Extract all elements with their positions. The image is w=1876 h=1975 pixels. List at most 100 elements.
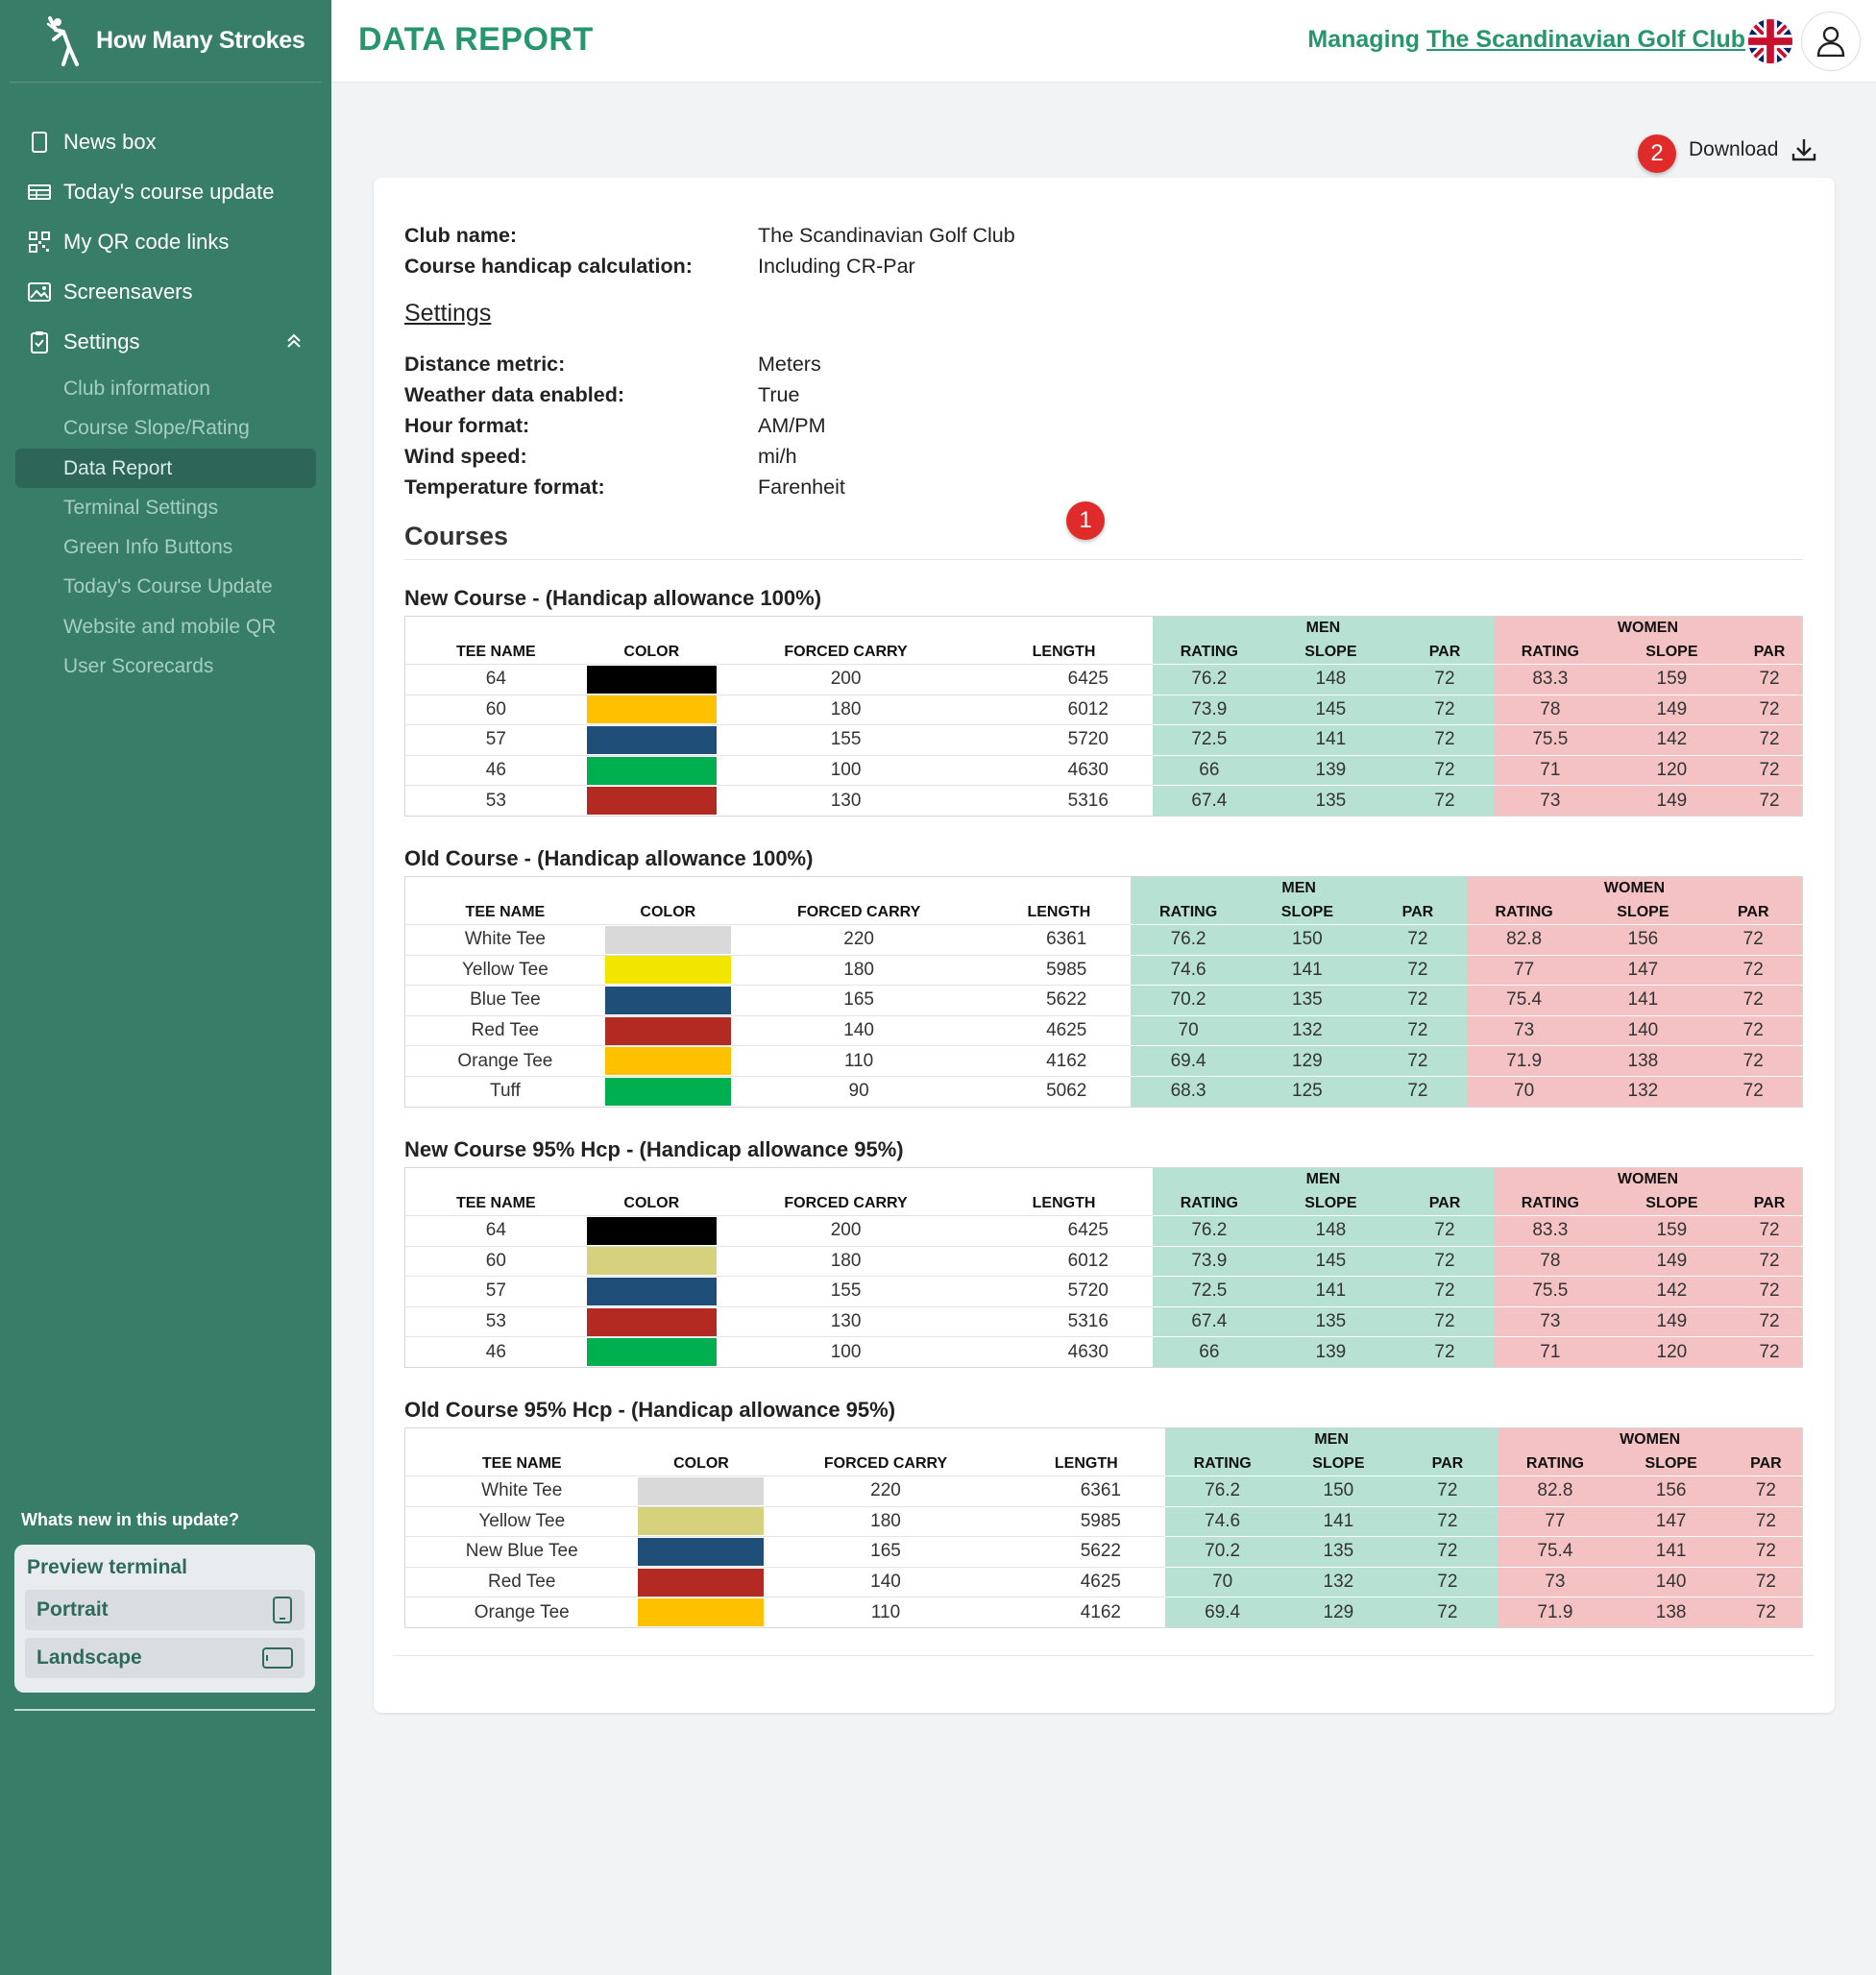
men-slope-cell: 132 (1279, 1566, 1398, 1597)
forced-carry-cell: 155 (716, 724, 976, 756)
club-info-row: Course handicap calculation: Including C… (404, 251, 1015, 281)
women-par-cell: 72 (1737, 785, 1803, 817)
women-slope-cell: 140 (1612, 1566, 1730, 1597)
tee-row: White Tee 220 6361 76.2 150 72 82.8 156 72 (404, 924, 1803, 956)
preview-portrait-button[interactable]: Portrait (25, 1590, 305, 1630)
women-slope-cell: 120 (1606, 1336, 1738, 1368)
nav-item-screensavers[interactable]: Screensavers (0, 267, 331, 317)
club-link[interactable]: The Scandinavian Golf Club (1426, 26, 1745, 53)
subnav-todays-course-update[interactable]: Today's Course Update (63, 575, 273, 598)
nav-item-todays-course-update[interactable]: Today's course update (0, 167, 331, 217)
tee-row: 60 180 6012 73.9 145 72 78 149 72 (404, 1245, 1803, 1277)
tee-color-cell (638, 1536, 765, 1568)
tee-name-cell: 57 (404, 724, 587, 756)
women-slope-cell: 142 (1606, 1276, 1738, 1307)
men-par-cell: 72 (1396, 1305, 1494, 1337)
subnav-course-slope-rating[interactable]: Course Slope/Rating (63, 417, 250, 440)
settings-row: Temperature format: Farenheit (404, 472, 845, 502)
col-header-forced-carry: FORCED CARRY (784, 643, 908, 660)
forced-carry-cell: 220 (764, 1475, 1008, 1507)
men-rating-cell: 66 (1152, 1336, 1266, 1368)
subnav-green-info-buttons[interactable]: Green Info Buttons (63, 536, 233, 559)
women-par-cell: 72 (1737, 724, 1803, 756)
user-account-button[interactable] (1801, 12, 1861, 71)
forced-carry-cell: 140 (764, 1566, 1008, 1597)
color-swatch (586, 1247, 717, 1276)
forced-carry-cell: 110 (764, 1597, 1008, 1628)
men-rating-cell: 66 (1152, 754, 1266, 786)
tee-color-cell (586, 1276, 717, 1307)
men-par-cell: 72 (1396, 754, 1494, 786)
club-info-list: Club name: The Scandinavian Golf Club Co… (404, 220, 1015, 281)
tee-name-cell: 64 (404, 1215, 587, 1247)
men-par-cell: 72 (1397, 1505, 1498, 1537)
col-header-men-par: PAR (1368, 900, 1467, 925)
subnav-terminal-settings[interactable]: Terminal Settings (63, 496, 219, 519)
men-group-header: MEN (1131, 876, 1467, 901)
men-par-cell: 72 (1396, 664, 1494, 695)
course-section: Old Course 95% Hcp - (Handicap allowance… (404, 1393, 1803, 1628)
nav-item-settings[interactable]: Settings (0, 317, 331, 367)
men-rating-cell: 72.5 (1152, 1276, 1266, 1307)
women-par-cell: 72 (1737, 754, 1803, 786)
col-header-women-par: PAR (1737, 640, 1803, 665)
women-rating-cell: 83.3 (1493, 1215, 1607, 1247)
women-rating-cell: 71.9 (1498, 1597, 1613, 1628)
preview-terminal-title: Preview terminal (27, 1556, 187, 1578)
women-slope-cell: 132 (1581, 1075, 1705, 1108)
settings-link[interactable]: Settings (404, 300, 492, 327)
color-swatch (638, 1598, 765, 1627)
men-par-cell: 72 (1368, 1075, 1467, 1108)
tee-color-cell (586, 724, 717, 756)
tee-name-cell: 60 (404, 694, 587, 725)
women-rating-cell: 71.9 (1466, 1045, 1582, 1077)
men-slope-cell: 135 (1279, 1536, 1398, 1568)
length-cell: 5985 (1007, 1505, 1165, 1537)
subnav-data-report[interactable]: Data Report (15, 448, 316, 488)
col-header-women-par: PAR (1729, 1451, 1803, 1476)
forced-carry-cell: 100 (716, 754, 976, 786)
whats-new-link[interactable]: Whats new in this update? (21, 1510, 240, 1529)
men-rating-cell: 76.2 (1152, 1215, 1266, 1247)
women-group-header: WOMEN (1493, 1167, 1803, 1192)
men-par-cell: 72 (1368, 954, 1467, 986)
women-par-cell: 72 (1729, 1597, 1803, 1628)
tee-name-cell: 53 (404, 785, 587, 817)
chevron-double-up-icon[interactable] (283, 330, 305, 352)
subnav-website-and-mobile-qr[interactable]: Website and mobile QR (63, 615, 277, 638)
length-cell: 4630 (975, 754, 1153, 786)
col-header-color: COLOR (623, 1194, 680, 1211)
uk-flag-icon[interactable] (1748, 19, 1792, 63)
brand[interactable]: How Many Strokes (10, 0, 322, 83)
length-cell: 4625 (987, 1014, 1132, 1046)
settings-key: Hour format: (404, 413, 530, 437)
forced-carry-cell: 130 (716, 785, 976, 817)
col-header-men-rating: RATING (1152, 1191, 1266, 1216)
download-button[interactable]: Download (1689, 137, 1816, 162)
preview-landscape-button[interactable]: Landscape (25, 1638, 305, 1678)
subnav-user-scorecards[interactable]: User Scorecards (63, 655, 214, 678)
forced-carry-cell: 220 (730, 924, 987, 956)
tee-name-cell: White Tee (404, 1475, 639, 1507)
subnav-club-information[interactable]: Club information (63, 378, 210, 400)
men-group-header: MEN (1152, 1167, 1494, 1192)
length-cell: 6425 (975, 1215, 1153, 1247)
men-group-header: MEN (1164, 1427, 1498, 1452)
nav-item-qr-code-links[interactable]: My QR code links (0, 217, 331, 267)
women-rating-cell: 73 (1493, 1305, 1607, 1337)
tee-name-cell: 64 (404, 664, 587, 695)
nav-item-news-box[interactable]: News box (0, 117, 331, 167)
landscape-tablet-icon (262, 1647, 293, 1669)
length-cell: 5985 (987, 954, 1132, 986)
col-header-women-rating: RATING (1493, 1191, 1607, 1216)
women-rating-cell: 73 (1498, 1566, 1613, 1597)
length-cell: 6361 (1007, 1475, 1165, 1507)
women-slope-cell: 149 (1606, 785, 1738, 817)
club-info-row: Club name: The Scandinavian Golf Club (404, 220, 1015, 251)
women-rating-cell: 82.8 (1466, 924, 1582, 956)
men-par-cell: 72 (1396, 1215, 1494, 1247)
color-swatch (604, 1016, 731, 1045)
tee-name-cell: Red Tee (404, 1566, 639, 1597)
download-icon (1792, 139, 1816, 161)
length-cell: 5720 (975, 724, 1153, 756)
